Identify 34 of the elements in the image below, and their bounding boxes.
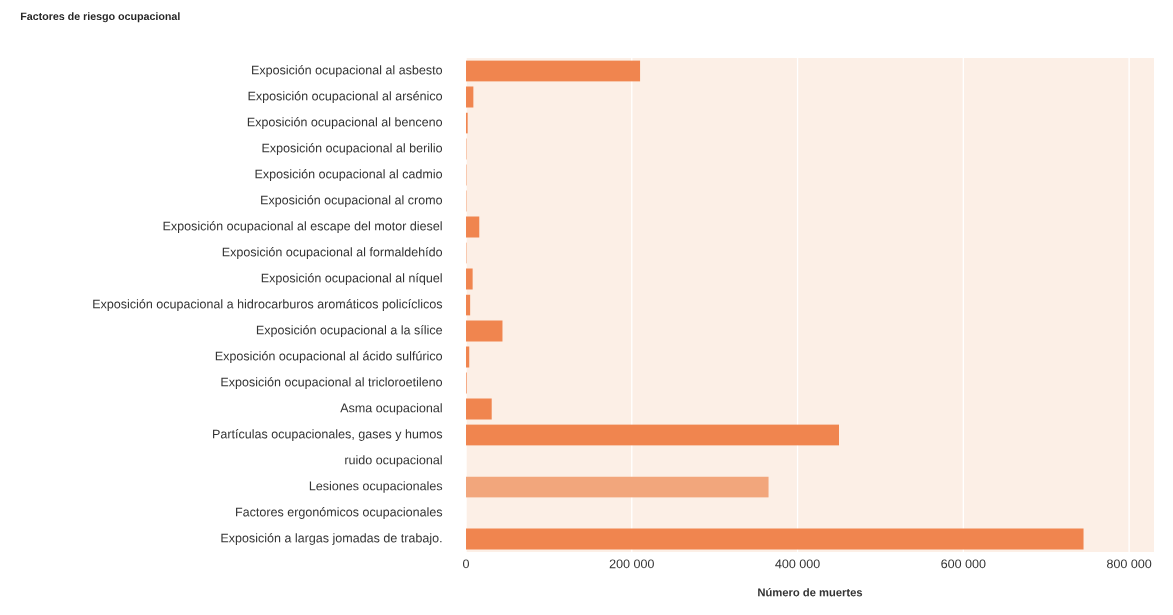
y-tick-label: ruido ocupacional: [345, 455, 442, 467]
y-tick-label: Exposición ocupacional al asbesto: [252, 65, 443, 77]
bar: [466, 320, 503, 342]
y-tick-label: Exposición ocupacional al tricloroetileno: [221, 377, 443, 389]
x-tick-label: 600 000: [941, 559, 986, 569]
bar: [466, 476, 769, 498]
y-tick-label: Exposición ocupacional al berilio: [262, 143, 443, 155]
x-tick-label: 200 000: [609, 559, 654, 569]
x-axis-title: Número de muertes: [758, 588, 863, 597]
y-tick-label: Exposición ocupacional a hidrocarburos aromáticos policíclicos: [93, 299, 443, 311]
y-tick-label: Exposición ocupacional al benceno: [247, 117, 443, 129]
x-tick-label: 0: [463, 559, 469, 569]
x-tick-label: 400 000: [775, 559, 820, 569]
y-tick-label: Lesiones ocupacionales: [309, 481, 443, 493]
y-tick-label: Exposición ocupacional al cadmio: [255, 169, 443, 181]
y-tick-label: Exposición a largas jomadas de trabajo.: [221, 533, 442, 545]
y-tick-label: Partículas ocupacionales, gases y humos: [213, 429, 443, 441]
y-tick-label: Exposición ocupacional al escape del motor diesel: [163, 221, 442, 233]
bar: [466, 424, 840, 446]
y-tick-label: Exposición ocupacional a la sílice: [256, 325, 443, 337]
bar: [466, 268, 473, 290]
y-tick-label: Exposición ocupacional al formaldehído: [222, 247, 443, 259]
text: Factores de riesgo ocupacional: [20, 12, 180, 23]
y-tick-label: Exposición ocupacional al níquel: [261, 273, 442, 285]
x-tick-label: 800 000: [1107, 559, 1152, 569]
y-tick-label: Exposición ocupacional al ácido sulfúrico: [215, 351, 443, 363]
bar: [466, 216, 480, 238]
bar: [466, 528, 1084, 550]
y-tick-label: Exposición ocupacional al arsénico: [248, 91, 443, 103]
bar: [466, 398, 492, 420]
bar: [466, 60, 641, 82]
y-tick-label: Asma ocupacional: [340, 403, 442, 415]
y-tick-label: Exposición ocupacional al cromo: [261, 195, 443, 207]
y-tick-label: Factores ergonómicos ocupacionales: [236, 507, 443, 519]
